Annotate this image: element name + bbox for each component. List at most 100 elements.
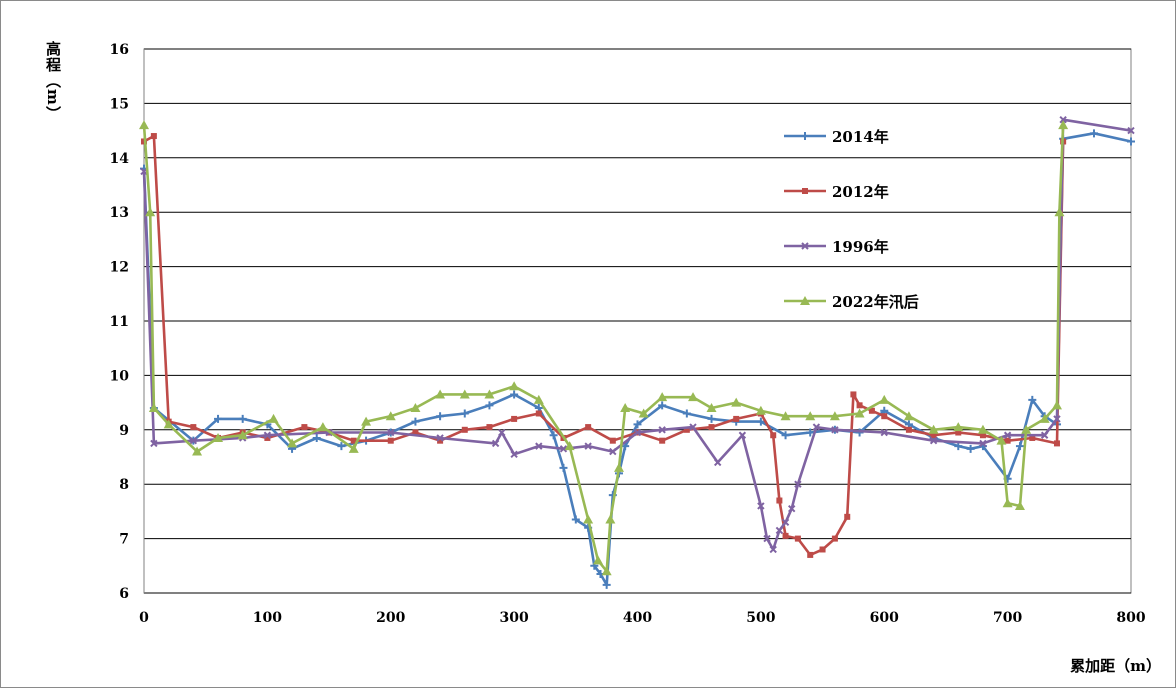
data-point [1051,400,1062,410]
data-point [139,120,149,130]
legend: 2014年 2012年 1996年 2022年汛后 [784,128,919,311]
data-point [387,437,394,444]
data-point [1028,395,1037,404]
data-point [856,402,863,409]
data-point [491,439,500,448]
data-point [564,441,575,451]
gridlines [143,48,1131,594]
x-tick-label: 100 [253,610,282,626]
data-point [812,423,821,431]
data-point [435,389,446,399]
data-point [769,545,777,554]
x-axis-label: 累加距（m） [1070,657,1161,675]
data-point [361,416,372,426]
data-point [436,434,444,442]
x-tick-label: 400 [623,610,652,626]
series-lines [139,116,1135,589]
data-point [781,431,790,440]
data-point [620,403,631,413]
y-tick-label: 6 [119,586,129,602]
data-point [996,435,1007,445]
data-point [1039,413,1050,423]
data-point [593,555,604,565]
data-point [763,534,771,543]
data-point [1029,434,1036,441]
data-point [979,432,986,439]
data-point [189,436,198,445]
data-point [738,431,747,439]
data-point [509,381,520,391]
data-point [794,535,801,542]
data-point [533,394,544,404]
legend-item: 2012年 [784,183,889,201]
data-point [559,463,568,472]
data-point [1003,431,1012,439]
data-point [928,424,939,434]
data-point [601,566,612,576]
data-point [237,430,248,440]
data-point [461,426,468,433]
data-point [953,422,964,432]
data-point [979,439,987,448]
data-point [1127,126,1135,135]
data-point [484,389,495,399]
data-point [1021,424,1032,434]
data-point [1053,415,1061,423]
data-point [385,411,396,421]
y-tick-label: 11 [110,314,129,330]
legend-label: 2014年 [832,128,889,146]
y-tick-label: 10 [110,368,130,384]
data-point [806,428,815,437]
data-point [150,133,157,140]
x-tick-label: 700 [993,610,1022,626]
legend-label: 2022年汛后 [832,293,919,311]
legend-label: 1996年 [832,238,889,256]
data-point [1059,116,1067,124]
legend-item: 2022年汛后 [784,293,919,311]
data-point [1040,431,1049,439]
data-point [436,412,445,421]
data-point [633,428,642,437]
x-axis-ticks: 0 100 200 300 400 500 600 700 800 [139,610,1146,626]
data-point [268,413,279,423]
legend-item: 1996年 [784,238,889,256]
data-point [782,532,789,539]
legend-label: 2012年 [832,183,889,201]
data-point [312,433,321,442]
data-point [459,389,470,399]
data-point [966,444,975,453]
y-tick-label: 12 [110,260,129,276]
data-point [868,407,875,414]
data-point [781,518,790,526]
data-point [602,580,611,589]
y-tick-label: 8 [119,477,129,493]
data-point [1058,120,1069,130]
data-point [688,392,699,402]
data-point [854,408,865,418]
data-point [535,410,542,417]
data-point [1014,500,1025,510]
x-tick-label: 200 [376,610,405,626]
data-point [583,514,594,524]
data-point [954,442,963,451]
data-point [794,480,802,488]
data-point [410,403,421,413]
data-point [192,446,203,456]
y-axis-ticks: 6 7 8 9 10 11 12 13 14 15 16 [110,42,130,602]
data-point [387,428,395,437]
data-point [498,428,506,437]
data-point [707,414,716,423]
data-point [658,401,667,410]
x-tick-label: 300 [500,610,529,626]
data-point [535,442,543,450]
data-point [801,132,809,140]
data-point [903,411,914,421]
data-point [1054,207,1065,217]
data-point [955,429,962,436]
data-point [571,515,580,524]
data-point [1089,129,1098,138]
y-tick-label: 16 [110,42,129,58]
data-point [613,462,624,472]
